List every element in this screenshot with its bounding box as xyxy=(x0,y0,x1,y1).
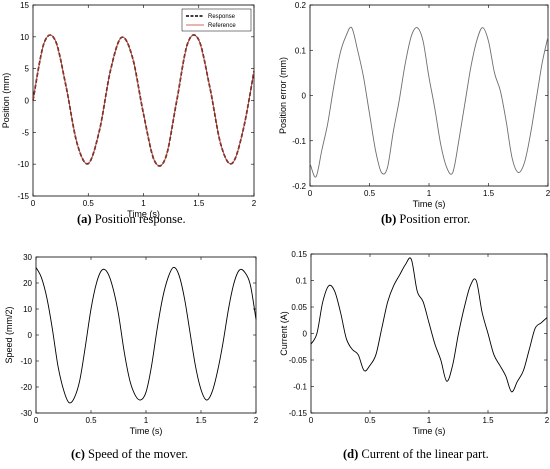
x-axis-label: Time (s) xyxy=(413,199,446,209)
x-tick-label: 0.5 xyxy=(83,199,95,208)
y-tick-label: -0.05 xyxy=(289,356,308,365)
x-tick-label: 0.5 xyxy=(364,189,376,198)
y-tick-label: 0 xyxy=(303,330,308,339)
legend-label: Response xyxy=(208,14,236,20)
y-axis-label: Position (mm) xyxy=(1,73,11,129)
legend-label: Reference xyxy=(208,23,236,29)
x-tick-label: 1.5 xyxy=(483,189,495,198)
y-tick-label: -0.2 xyxy=(292,182,306,191)
caption-d: (d) Current of the linear part. xyxy=(343,447,489,462)
plot-frame xyxy=(310,253,548,414)
y-tick-label: 5 xyxy=(25,65,30,74)
y-tick-label: 0 xyxy=(302,92,307,101)
x-tick-label: 0 xyxy=(309,416,314,425)
x-tick-label: 0 xyxy=(31,199,36,208)
plot-frame xyxy=(35,256,257,414)
x-tick-label: 2 xyxy=(254,416,259,425)
legend-box xyxy=(181,8,252,32)
series-line-response xyxy=(32,34,255,167)
caption-a-tag: (a) xyxy=(77,212,92,226)
y-axis-label: Current (A) xyxy=(279,311,289,356)
x-tick-label: 0 xyxy=(34,416,39,425)
y-tick-label: -15 xyxy=(17,192,29,201)
chart-0: 0 0.5 1 1.5 2 15 10 5 0 -5 -10 -15 Time (s) Position … xyxy=(1,1,257,219)
y-tick-label: -0.1 xyxy=(293,383,307,392)
x-tick-label: 2 xyxy=(252,199,257,208)
caption-d-tag: (d) xyxy=(343,447,359,461)
x-tick-label: 2 xyxy=(545,416,550,425)
y-tick-label: 10 xyxy=(20,33,29,42)
series-line-0 xyxy=(310,257,548,393)
x-tick-label: 1.5 xyxy=(195,416,207,425)
y-tick-label: 0 xyxy=(25,97,30,106)
plot-frame xyxy=(32,4,255,197)
y-tick-label: 15 xyxy=(20,1,29,10)
chart-1: 0 0.5 1 1.5 2 0.2 0.1 0 -0.1 -0.2 Time (s) Position… xyxy=(278,1,550,209)
x-tick-label: 1 xyxy=(141,199,146,208)
x-tick-label: 0.5 xyxy=(85,416,97,425)
x-tick-label: 0.5 xyxy=(364,416,376,425)
x-tick-label: 2 xyxy=(546,189,550,198)
y-tick-label: -20 xyxy=(20,383,32,392)
y-tick-label: 10 xyxy=(23,305,32,314)
y-tick-label: -10 xyxy=(17,160,29,169)
y-tick-label: -0.1 xyxy=(292,137,306,146)
y-tick-label: -5 xyxy=(22,128,30,137)
x-tick-label: 1.5 xyxy=(193,199,205,208)
caption-b: (b) Position error. xyxy=(381,212,470,227)
series-line-0 xyxy=(35,266,257,404)
caption-b-tag: (b) xyxy=(381,212,397,226)
caption-c: (c) Speed of the mover. xyxy=(71,447,188,462)
y-tick-label: 30 xyxy=(23,253,32,262)
y-axis-label: Position error (mm) xyxy=(278,57,288,134)
y-tick-label: -0.15 xyxy=(289,409,308,418)
y-tick-label: -10 xyxy=(20,357,32,366)
x-tick-label: 1 xyxy=(427,416,432,425)
chart-2: 0 0.5 1 1.5 2 30 20 10 0 -10 -20 -30 Time (s) Speed (… xyxy=(4,253,259,436)
caption-a-text: Position response. xyxy=(94,212,186,226)
y-axis-label: Speed (mm/2) xyxy=(4,306,14,363)
x-tick-label: 0 xyxy=(308,189,313,198)
x-tick-label: 1.5 xyxy=(482,416,494,425)
x-axis-label: Time (s) xyxy=(413,426,446,436)
caption-c-text: Speed of the mover. xyxy=(88,447,188,461)
x-axis-label: Time (s) xyxy=(130,426,163,436)
y-tick-label: 0 xyxy=(28,331,33,340)
y-tick-label: 0.05 xyxy=(291,303,307,312)
y-tick-label: 0.15 xyxy=(291,250,307,259)
caption-c-tag: (c) xyxy=(71,447,85,461)
x-tick-label: 1 xyxy=(427,189,432,198)
caption-d-text: Current of the linear part. xyxy=(361,447,489,461)
y-tick-label: 0.1 xyxy=(296,277,308,286)
y-tick-label: 0.1 xyxy=(295,46,307,55)
caption-b-text: Position error. xyxy=(399,212,471,226)
series-line-reference xyxy=(32,34,255,167)
y-tick-label: 0.2 xyxy=(295,1,307,10)
x-axis-label: Time (s) xyxy=(127,209,160,219)
y-tick-label: -30 xyxy=(20,409,32,418)
series-line-0 xyxy=(309,26,549,178)
chart-3: 0 0.5 1 1.5 2 0.15 0.1 0.05 0 -0.05 -0.1 -0.15 Time … xyxy=(279,250,550,436)
x-tick-label: 1 xyxy=(144,416,149,425)
y-tick-label: 20 xyxy=(23,279,32,288)
caption-a: (a) Position response. xyxy=(77,212,186,227)
